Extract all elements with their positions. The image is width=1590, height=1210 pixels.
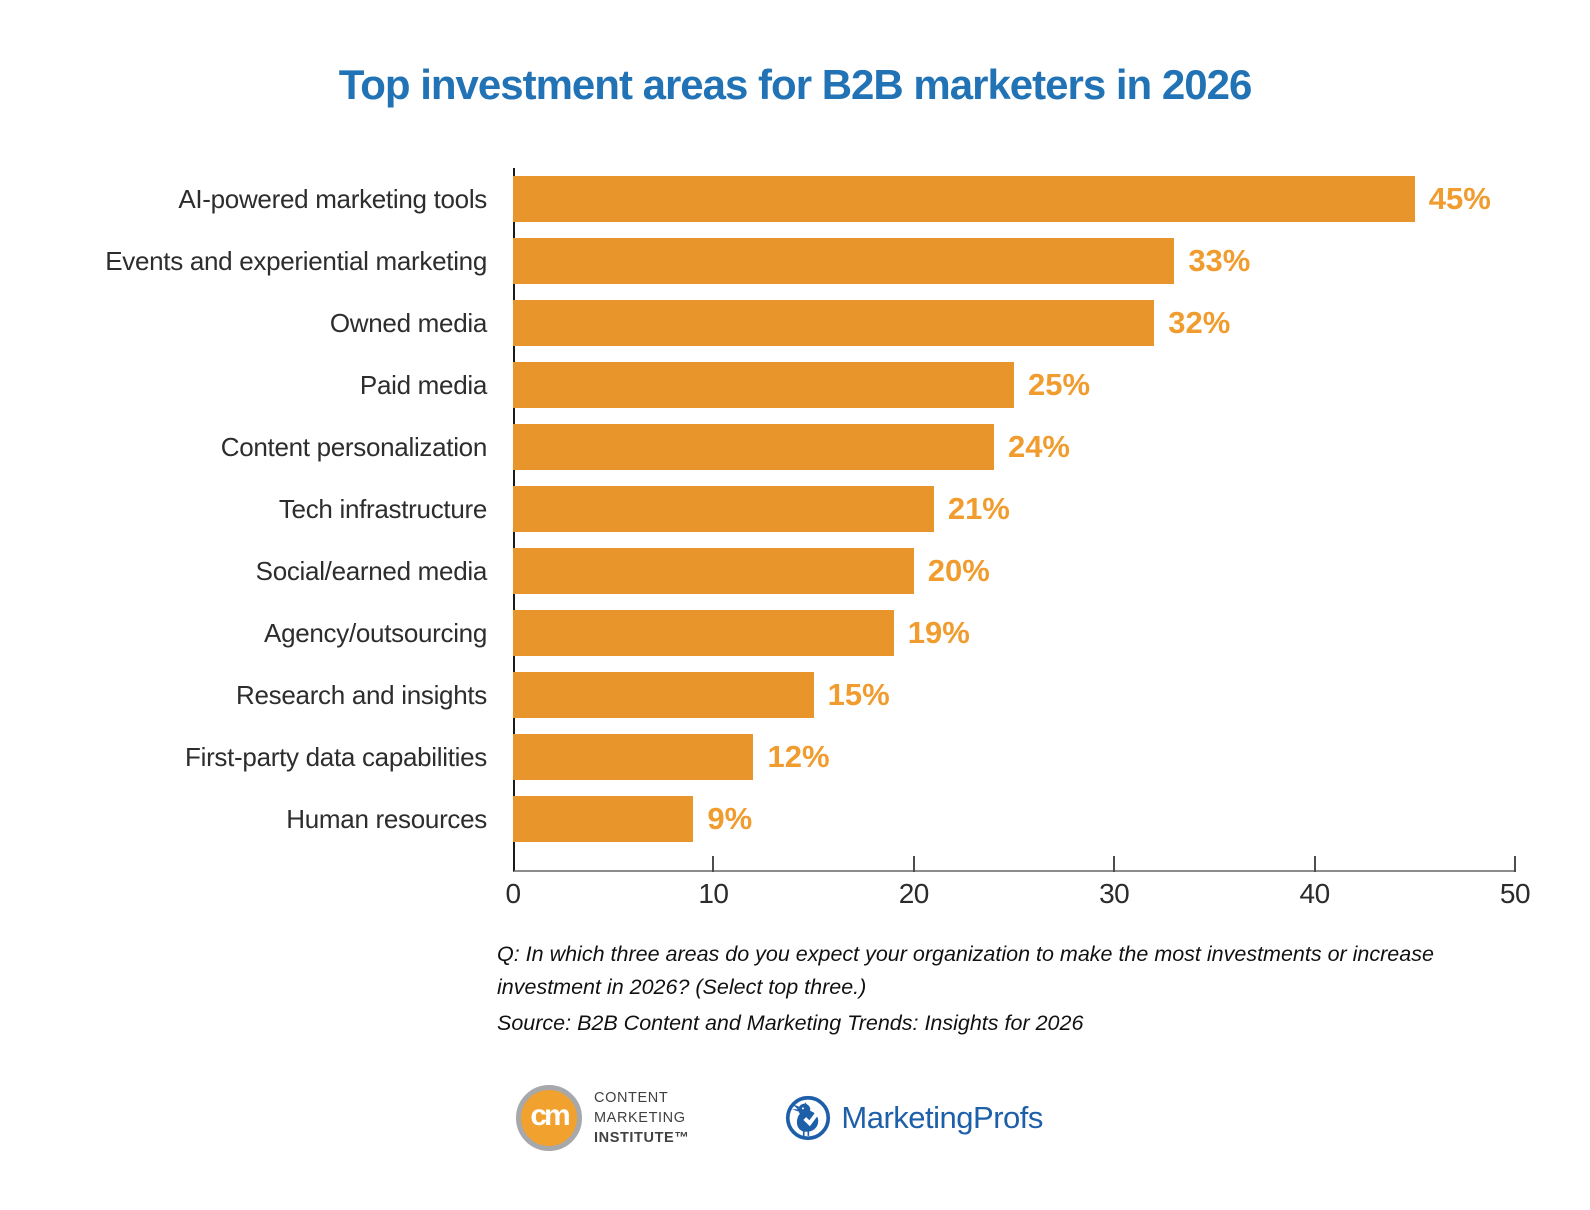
- x-axis-tick-labels: 0 10 20 30 40 50: [505, 878, 1530, 914]
- question-text: Q: In which three areas do you expect yo…: [497, 942, 1434, 1000]
- logos: cm CONTENT MARKETING INSTITUTE™: [516, 1085, 1043, 1151]
- value-label: 24%: [1007, 429, 1070, 464]
- category-label: First-party data capabilities: [185, 742, 487, 772]
- source-text: Source: B2B Content and Marketing Trends…: [497, 1010, 1084, 1035]
- category-label: Human resources: [286, 804, 487, 834]
- value-label: 9%: [707, 801, 753, 836]
- bar-track: 20%: [513, 548, 1515, 594]
- cmi-text-line2: MARKETING: [594, 1110, 686, 1126]
- cmi-monogram: cm: [530, 1099, 570, 1132]
- bar: [513, 176, 1415, 222]
- value-label: 45%: [1428, 181, 1491, 216]
- value-label: 15%: [827, 677, 890, 712]
- value-label: 19%: [907, 615, 970, 650]
- bar-track: 24%: [513, 424, 1515, 470]
- chart-row: AI-powered marketing tools 45%: [0, 176, 1515, 222]
- chart-row: Human resources 9%: [0, 796, 1515, 842]
- chart-row: Tech infrastructure 21%: [0, 486, 1515, 532]
- chart-title: Top investment areas for B2B marketers i…: [338, 61, 1253, 108]
- value-label: 32%: [1168, 305, 1231, 340]
- bar: [513, 362, 1014, 408]
- bar: [513, 796, 694, 842]
- x-tick-label: 30: [1099, 878, 1130, 909]
- category-label: Tech infrastructure: [278, 494, 487, 524]
- bar-track: 19%: [513, 610, 1515, 656]
- bar: [513, 548, 914, 594]
- chart-row: Research and insights 15%: [0, 672, 1515, 718]
- cmi-logo-text: CONTENT MARKETING INSTITUTE™: [594, 1088, 689, 1148]
- bar-track: 25%: [513, 362, 1515, 408]
- bar-track: 12%: [513, 734, 1515, 780]
- x-tick-label: 20: [898, 878, 930, 909]
- value-label: 25%: [1028, 367, 1091, 402]
- bar-track: 33%: [513, 238, 1515, 284]
- value-label: 12%: [767, 739, 830, 774]
- footer: Q: In which three areas do you expect yo…: [497, 938, 1457, 1042]
- bar-chart: AI-powered marketing tools 45% Events and …: [0, 168, 1515, 872]
- bar: [513, 734, 754, 780]
- chart-row: Owned media 32%: [0, 300, 1515, 346]
- value-label: 21%: [947, 491, 1010, 526]
- chart-row: Agency/outsourcing 19%: [0, 610, 1515, 656]
- bar: [513, 672, 814, 718]
- category-label: Paid media: [359, 370, 487, 400]
- bar: [513, 610, 894, 656]
- category-label: Content personalization: [220, 432, 488, 462]
- bar-track: 32%: [513, 300, 1515, 346]
- marketingprofs-bird-icon: [786, 1095, 831, 1141]
- value-label: 20%: [927, 553, 990, 588]
- category-label: Research and insights: [236, 680, 487, 710]
- cmi-text-line1: CONTENT: [594, 1090, 669, 1106]
- x-tick-label: 0: [505, 878, 521, 909]
- bar: [513, 300, 1155, 346]
- category-label: Social/earned media: [255, 556, 488, 586]
- x-tick-label: 50: [1499, 878, 1531, 909]
- bar: [513, 238, 1175, 284]
- category-label: Agency/outsourcing: [264, 618, 487, 648]
- bar-track: 21%: [513, 486, 1515, 532]
- cmi-logo-icon: cm: [516, 1085, 582, 1151]
- chart-row: Social/earned media 20%: [0, 548, 1515, 594]
- marketingprofs-wordmark: MarketingProfs: [841, 1100, 1043, 1135]
- chart-row: Events and experiential marketing 33%: [0, 238, 1515, 284]
- bar-track: 15%: [513, 672, 1515, 718]
- x-tick-label: 10: [698, 878, 729, 909]
- bar: [513, 424, 994, 470]
- chart-row: First-party data capabilities 12%: [0, 734, 1515, 780]
- bar-track: 45%: [513, 176, 1515, 222]
- category-label: AI-powered marketing tools: [178, 184, 487, 214]
- chart-row: Paid media 25%: [0, 362, 1515, 408]
- category-label: Owned media: [329, 308, 487, 338]
- x-tick-label: 40: [1299, 878, 1331, 909]
- category-label: Events and experiential marketing: [105, 246, 487, 276]
- bar: [513, 486, 934, 532]
- value-label: 33%: [1188, 243, 1251, 278]
- chart-row: Content personalization 24%: [0, 424, 1515, 470]
- cmi-text-line3: INSTITUTE™: [594, 1130, 690, 1146]
- cmi-logo: cm CONTENT MARKETING INSTITUTE™: [516, 1085, 689, 1151]
- marketingprofs-logo: MarketingProfs: [785, 1095, 1043, 1141]
- bar-track: 9%: [513, 796, 1515, 842]
